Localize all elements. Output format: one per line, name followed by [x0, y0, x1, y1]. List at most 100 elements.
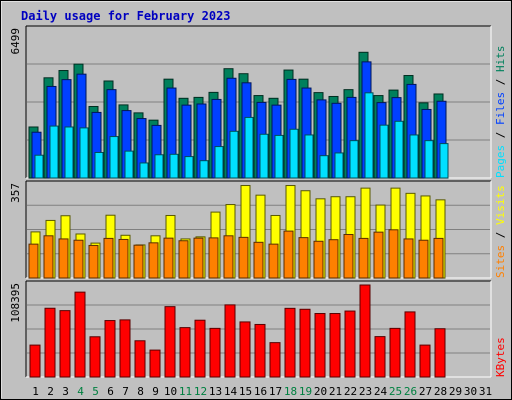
day-label-18: 18	[284, 385, 297, 398]
day-label-24: 24	[374, 385, 388, 398]
bar-pages-day-18	[289, 128, 299, 179]
legend-hits: Hits	[494, 46, 507, 73]
bar-pages-day-16	[259, 133, 269, 179]
bar-pages-day-14	[229, 130, 239, 179]
day-label-28: 28	[434, 385, 447, 398]
bar-pages-day-8	[139, 162, 149, 179]
bar-sites-day-5	[88, 244, 99, 279]
bar-sites-day-23	[358, 237, 369, 279]
bar-kbytes-day-27	[419, 344, 431, 378]
bar-pages-day-26	[409, 134, 419, 179]
bar-pages-day-25	[394, 120, 404, 179]
bar-kbytes-day-10	[164, 306, 176, 378]
bar-sites-day-3	[58, 238, 69, 279]
legend-pages: Pages	[494, 145, 507, 178]
panel-visits-sites: 357 Sites / Visits	[9, 180, 507, 279]
panel-max-label: 357	[9, 183, 22, 203]
bar-pages-day-9	[154, 154, 164, 179]
bar-pages-day-28	[439, 143, 449, 179]
bar-kbytes-day-23	[359, 284, 371, 378]
bar-pages-day-4	[79, 127, 89, 179]
bar-sites-day-1	[28, 243, 39, 279]
bar-pages-day-17	[274, 134, 284, 179]
day-label-29: 29	[449, 385, 462, 398]
bar-pages-day-20	[319, 155, 329, 179]
bar-pages-day-19	[304, 134, 314, 179]
day-label-7: 7	[122, 385, 129, 398]
day-label-1: 1	[32, 385, 39, 398]
chart-panels: 6499 Pages / Files / Hits 357 Sites / Visit…	[9, 25, 507, 378]
bar-sites-day-16	[253, 241, 264, 279]
bar-kbytes-day-21	[329, 313, 341, 378]
bar-kbytes-day-2	[44, 307, 56, 378]
panel-max-label: 108395	[9, 283, 22, 323]
day-label-14: 14	[224, 385, 238, 398]
bar-kbytes-day-20	[314, 313, 326, 378]
bar-kbytes-day-28	[434, 328, 446, 378]
panel-legend: Pages / Files / Hits	[494, 46, 507, 179]
bar-sites-day-9	[148, 242, 159, 279]
legend-kbytes: KBytes	[494, 337, 507, 377]
bar-sites-day-14	[223, 235, 234, 279]
day-label-2: 2	[47, 385, 54, 398]
day-label-26: 26	[404, 385, 417, 398]
day-label-20: 20	[314, 385, 327, 398]
bar-sites-day-20	[313, 240, 324, 279]
day-label-11: 11	[179, 385, 192, 398]
bar-sites-day-28	[433, 237, 444, 279]
day-label-10: 10	[164, 385, 177, 398]
bar-sites-day-6	[103, 237, 114, 279]
panel-max-label: 6499	[9, 28, 22, 55]
bar-pages-day-5	[94, 151, 104, 179]
bar-sites-day-25	[388, 229, 399, 279]
panel-legend: KBytes	[494, 337, 507, 377]
panel-hits-files-pages: 6499 Pages / Files / Hits	[9, 25, 507, 179]
day-label-30: 30	[464, 385, 477, 398]
bar-kbytes-day-24	[374, 336, 386, 378]
bar-sites-day-2	[43, 235, 54, 279]
bar-kbytes-day-1	[29, 344, 41, 378]
bar-pages-day-13	[214, 146, 224, 179]
bar-pages-day-22	[349, 140, 359, 179]
bar-pages-day-7	[124, 150, 134, 179]
bar-kbytes-day-11	[179, 327, 191, 378]
bar-sites-day-27	[418, 239, 429, 279]
chart-title: Daily usage for February 2023	[21, 9, 231, 23]
day-label-31: 31	[479, 385, 492, 398]
bar-sites-day-7	[118, 238, 129, 279]
bar-sites-day-8	[133, 244, 144, 279]
bar-sites-day-24	[373, 231, 384, 279]
bar-sites-day-21	[328, 239, 339, 279]
day-label-25: 25	[389, 385, 402, 398]
bar-kbytes-day-19	[299, 308, 311, 378]
bar-kbytes-day-13	[209, 327, 221, 378]
day-label-23: 23	[359, 385, 372, 398]
bar-kbytes-day-15	[239, 321, 251, 378]
bar-sites-day-10	[163, 237, 174, 279]
bar-pages-day-2	[49, 125, 59, 179]
bar-kbytes-day-16	[254, 323, 266, 378]
panel-legend: Sites / Visits	[494, 185, 507, 278]
bar-pages-day-15	[244, 116, 254, 179]
day-label-12: 12	[194, 385, 207, 398]
legend-separator: /	[494, 125, 507, 145]
day-label-9: 9	[152, 385, 159, 398]
bar-sites-day-11	[178, 240, 189, 279]
bar-kbytes-day-5	[89, 336, 101, 378]
bar-kbytes-day-6	[104, 320, 116, 378]
day-label-8: 8	[137, 385, 144, 398]
bar-kbytes-day-14	[224, 304, 236, 378]
bar-sites-day-22	[343, 233, 354, 279]
bar-sites-day-26	[403, 238, 414, 279]
bar-kbytes-day-4	[74, 291, 86, 378]
legend-files: Files	[494, 92, 507, 125]
day-label-4: 4	[77, 385, 84, 398]
day-label-15: 15	[239, 385, 252, 398]
legend-separator: /	[494, 225, 507, 245]
day-label-6: 6	[107, 385, 114, 398]
bar-sites-day-12	[193, 237, 204, 279]
bar-pages-day-11	[184, 156, 194, 179]
bar-kbytes-day-8	[134, 340, 146, 378]
bar-sites-day-17	[268, 243, 279, 279]
